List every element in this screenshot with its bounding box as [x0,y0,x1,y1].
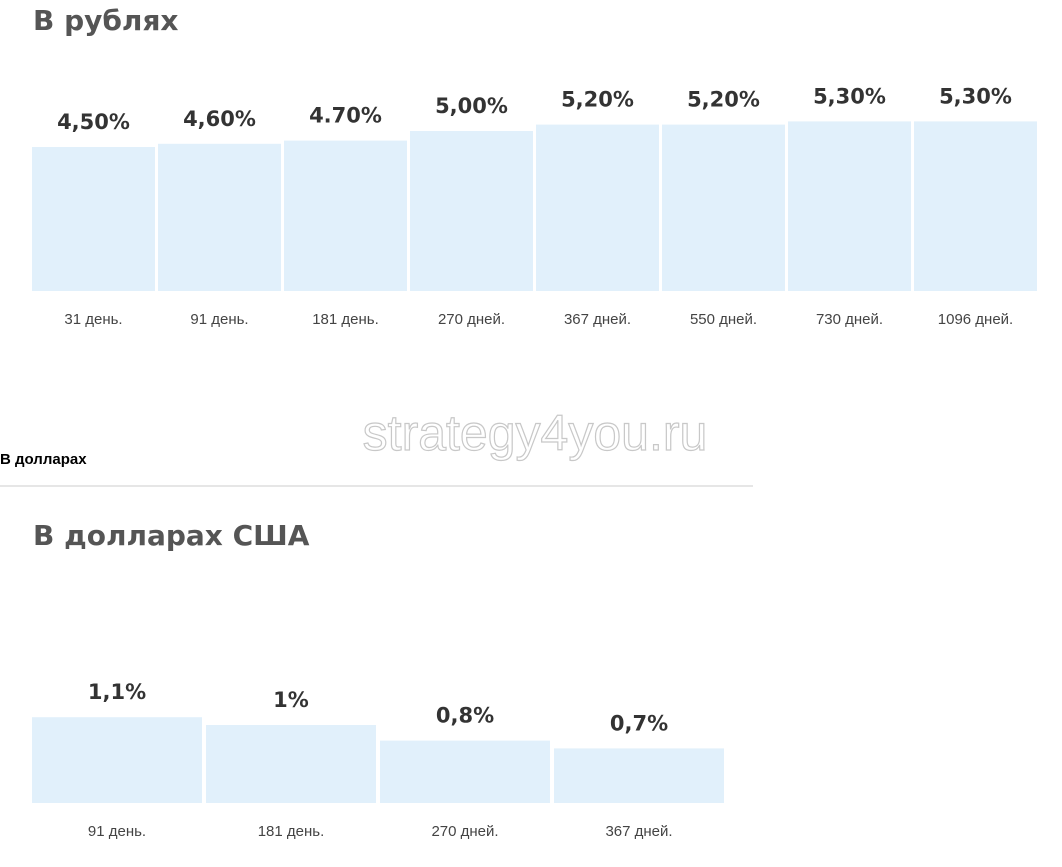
x-tick-label: 181 день. [312,311,379,328]
value-label: 4,60% [183,107,256,131]
x-tick-label: 367 дней. [564,311,631,328]
x-tick-label: 270 дней. [431,823,498,840]
value-label: 1,1% [88,680,146,704]
x-tick-label: 181 день. [258,823,325,840]
bar [158,143,281,291]
x-tick-label: 550 дней. [690,311,757,328]
x-tick-label: 270 дней. [438,311,505,328]
bar [284,140,407,291]
value-label: 5,30% [813,84,886,108]
value-label: 5,30% [939,84,1012,108]
x-tick-label: 367 дней. [605,823,672,840]
value-label: 4.70% [309,104,382,128]
value-label: 5,20% [561,88,634,112]
section-label: В долларах [0,451,87,468]
bar [206,725,376,803]
bar [380,740,550,803]
x-tick-label: 91 день. [190,311,248,328]
bar [662,124,785,291]
bar [914,121,1037,292]
value-label: 0,8% [436,704,494,728]
chart-title: В рублях [33,4,178,37]
bar [410,131,533,291]
value-label: 1% [273,688,309,712]
chart-title: В долларах США [33,519,310,552]
value-label: 4,50% [57,110,130,134]
watermark: strategy4you.ru [363,405,708,461]
value-label: 0,7% [610,711,668,735]
value-label: 5,20% [687,88,760,112]
x-tick-label: 730 дней. [816,311,883,328]
x-tick-label: 1096 дней. [938,311,1013,328]
value-label: 5,00% [435,94,508,118]
bar [554,748,724,803]
bar [32,717,202,803]
bar [788,121,911,292]
bar [536,124,659,291]
bar [32,147,155,291]
x-tick-label: 31 день. [64,311,122,328]
x-tick-label: 91 день. [88,823,146,840]
